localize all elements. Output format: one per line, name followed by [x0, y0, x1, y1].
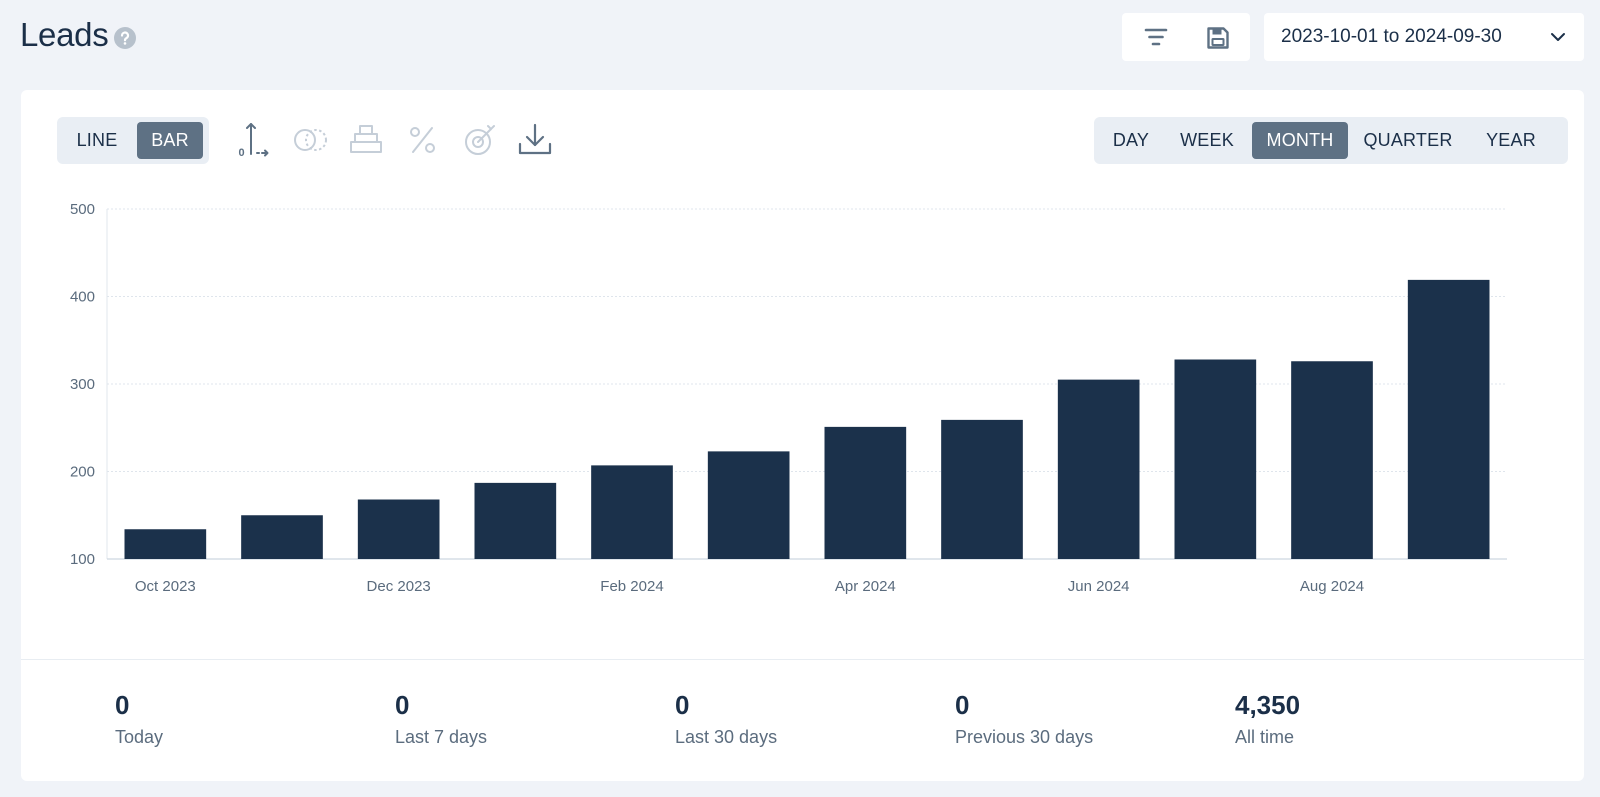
bar-jul-2024[interactable] — [1174, 359, 1257, 560]
percent-icon — [410, 127, 435, 153]
bar-apr-2024[interactable] — [824, 426, 907, 559]
period-toggle: DAY WEEK MONTH QUARTER YEAR — [1094, 117, 1568, 164]
help-icon[interactable] — [114, 27, 136, 49]
compare-icon — [294, 129, 327, 151]
chart-type-toggle: LINE BAR — [57, 117, 209, 164]
y-tick-label: 100 — [70, 551, 95, 568]
goal-target-icon — [465, 125, 495, 155]
bar-nov-2023[interactable] — [241, 515, 323, 559]
period-year[interactable]: YEAR — [1486, 130, 1536, 150]
y-tick-label: 200 — [70, 464, 95, 481]
x-tick-label: Oct 2023 — [135, 578, 196, 595]
bar-sep-2024[interactable] — [1407, 279, 1490, 559]
stat-value: 0 — [395, 690, 410, 720]
stats-divider — [21, 659, 1584, 660]
y-tick-label: 500 — [70, 201, 95, 218]
bar-mar-2024[interactable] — [707, 451, 790, 559]
period-week[interactable]: WEEK — [1180, 130, 1234, 150]
period-quarter[interactable]: QUARTER — [1363, 130, 1453, 150]
bar-aug-2024[interactable] — [1291, 361, 1373, 559]
bar-jan-2024[interactable] — [474, 482, 557, 559]
chevron-down-icon — [1551, 33, 1565, 41]
stat-value: 4,350 — [1235, 690, 1301, 720]
stat-previous-30-days: 0 Previous 30 days — [955, 690, 1093, 748]
download-icon[interactable] — [515, 120, 555, 160]
stat-all-time: 4,350 All time — [1235, 690, 1300, 748]
stat-label: Previous 30 days — [955, 727, 1094, 747]
chart-card: LINE BAR 0 — [21, 90, 1584, 781]
stat-value: 0 — [675, 690, 690, 720]
leads-bar-chart: 100 200 300 400 500 Oct 2023 Dec 2023 Feb 2024 A… — [70, 201, 1507, 595]
x-tick-label: Dec 2023 — [367, 578, 431, 595]
axis-zero-icon[interactable]: 0 — [234, 120, 274, 160]
chart-type-line[interactable]: LINE — [76, 130, 118, 150]
date-range-picker[interactable]: 2023-10-01 to 2024-09-30 — [1264, 13, 1584, 61]
period-day[interactable]: DAY — [1112, 130, 1150, 150]
stat-last-30-days: 0 Last 30 days — [675, 690, 777, 748]
bar-jun-2024[interactable] — [1057, 379, 1140, 559]
svg-text:0: 0 — [239, 147, 245, 159]
stat-last-7-days: 0 Last 7 days — [395, 690, 487, 748]
stat-label: Last 30 days — [675, 727, 778, 747]
save-icon[interactable] — [1205, 25, 1231, 51]
stat-value: 0 — [955, 690, 970, 720]
page-title: Leads — [20, 16, 109, 53]
bar-may-2024[interactable] — [941, 419, 1023, 559]
toolbar-group — [1122, 13, 1250, 61]
stat-today: 0 Today — [115, 690, 163, 748]
y-tick-label: 300 — [70, 376, 95, 393]
stat-label: Today — [115, 727, 164, 747]
filter-icon[interactable] — [1143, 25, 1169, 51]
stat-value: 0 — [115, 690, 130, 720]
y-tick-label: 400 — [70, 289, 95, 306]
bar-dec-2023[interactable] — [357, 499, 440, 560]
x-tick-label: Jun 2024 — [1068, 578, 1130, 595]
stat-label: All time — [1235, 727, 1295, 747]
x-tick-label: Aug 2024 — [1300, 578, 1364, 595]
bar-feb-2024[interactable] — [591, 465, 673, 559]
bar-oct-2023[interactable] — [124, 529, 207, 559]
stat-label: Last 7 days — [395, 727, 488, 747]
period-month[interactable]: MONTH — [1252, 122, 1348, 159]
x-tick-label: Apr 2024 — [835, 578, 896, 595]
x-tick-label: Feb 2024 — [600, 578, 663, 595]
date-range-value: 2023-10-01 to 2024-09-30 — [1281, 26, 1502, 47]
chart-type-bar[interactable]: BAR — [137, 122, 203, 159]
stack-icon — [350, 125, 382, 153]
